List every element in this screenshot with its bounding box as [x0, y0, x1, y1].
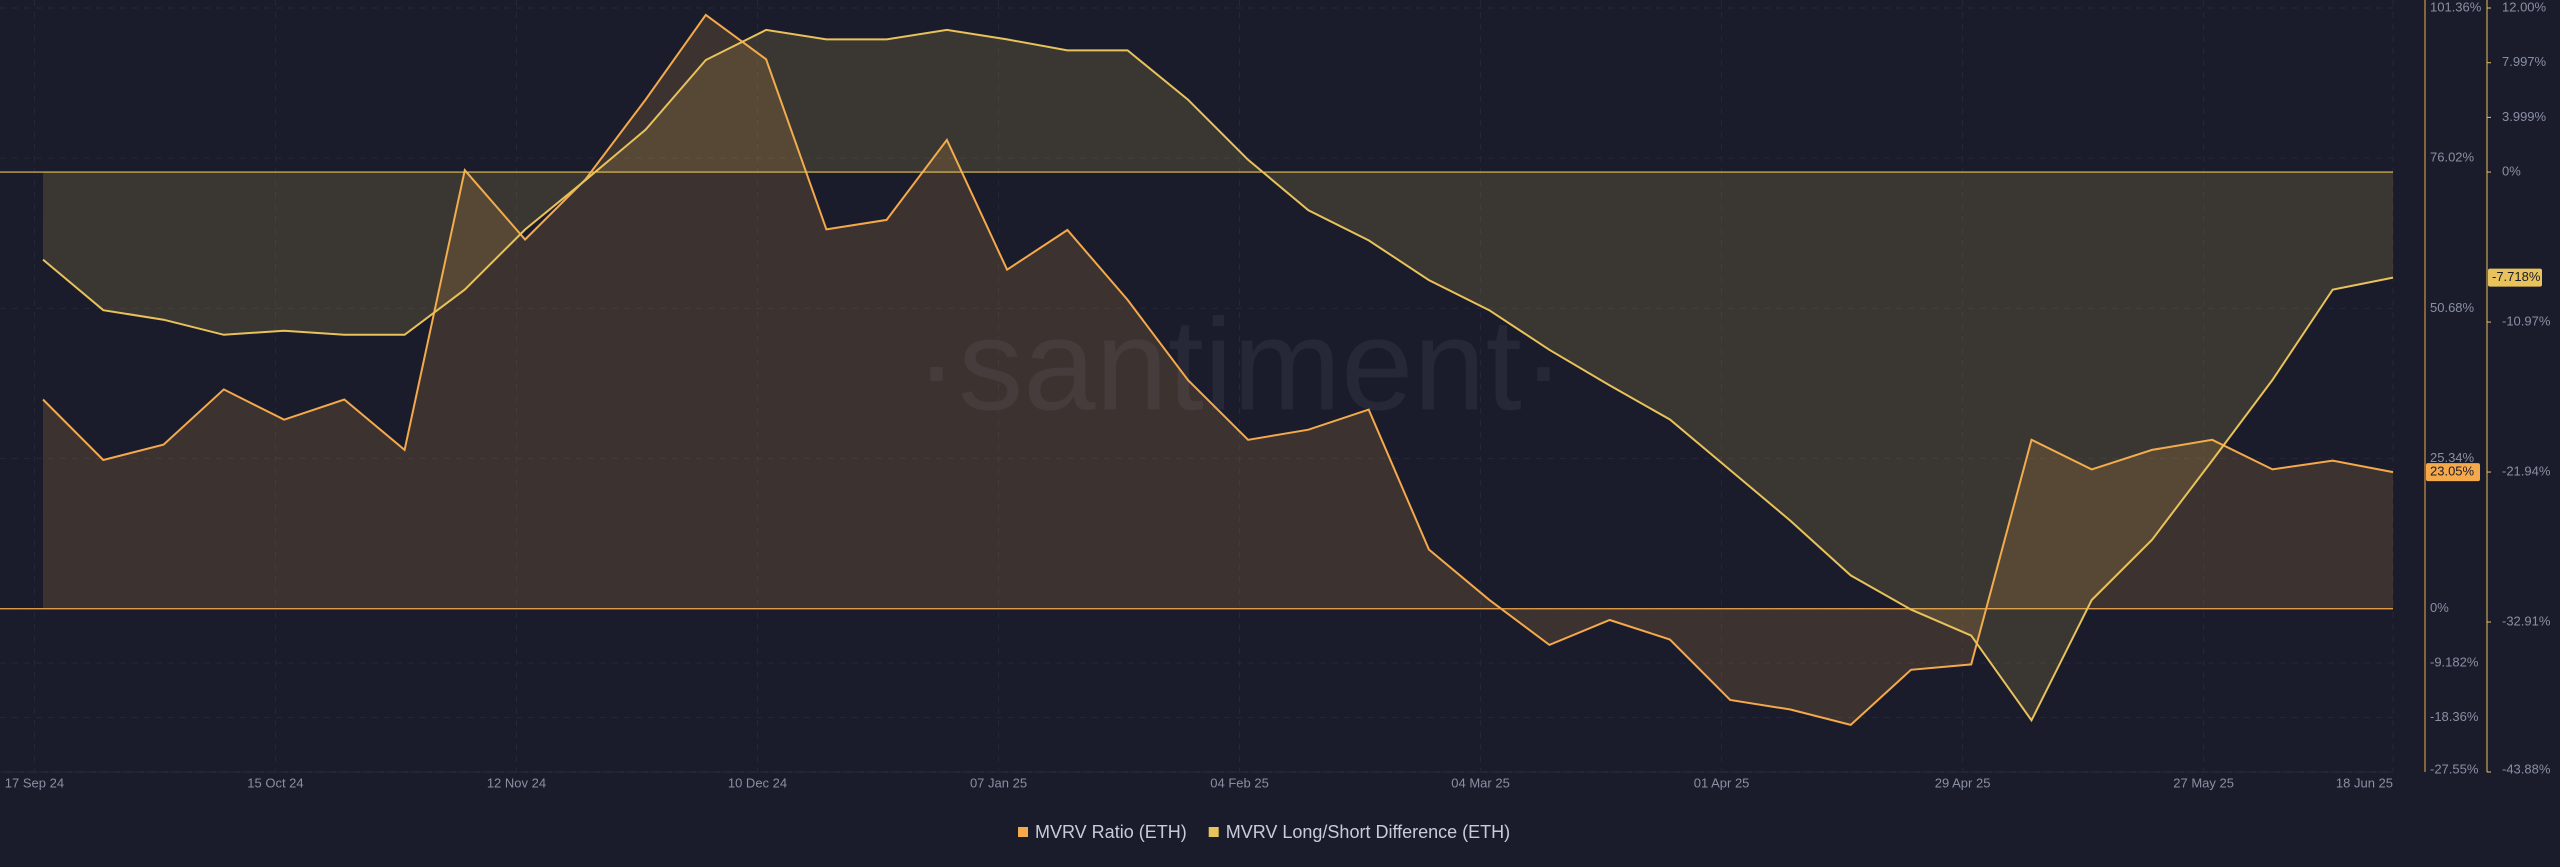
x-tick-label: 29 Apr 25: [1935, 775, 1991, 790]
series-line: [42, 28, 2394, 723]
x-tick-label: 27 May 25: [2173, 775, 2234, 790]
y-tick-label: 0%: [2430, 600, 2449, 615]
y2-tick-label: -21.94%: [2502, 463, 2551, 478]
x-tick-label: 04 Feb 25: [1210, 775, 1269, 790]
x-tick-label: 04 Mar 25: [1451, 775, 1510, 790]
y-tick-label: 50.68%: [2430, 300, 2475, 315]
y2-tick-label: 0%: [2502, 164, 2521, 179]
legend-label: MVRV Long/Short Difference (ETH): [1226, 822, 1510, 842]
y-tick-label: -18.36%: [2430, 709, 2479, 724]
y-tick-label: 101.36%: [2430, 0, 2482, 14]
series-line: [42, 13, 2394, 727]
y2-tick-label: -32.91%: [2502, 613, 2551, 628]
x-tick-label: 10 Dec 24: [728, 775, 787, 790]
value-label: -7.718%: [2492, 269, 2541, 284]
y-tick-label: 76.02%: [2430, 150, 2475, 165]
y2-tick-label: -43.88%: [2502, 761, 2551, 776]
y-tick-label: -27.55%: [2430, 761, 2479, 776]
legend-swatch: [1208, 827, 1219, 837]
value-label-box: [2426, 463, 2480, 482]
series-area: [43, 29, 2393, 721]
y-tick-label: -9.182%: [2430, 655, 2479, 670]
x-tick-label: 01 Apr 25: [1694, 775, 1750, 790]
y2-tick-label: 7.997%: [2502, 54, 2547, 69]
x-tick-label: 18 Jun 25: [2336, 775, 2393, 790]
value-label: 23.05%: [2430, 464, 2475, 479]
legend: MVRV Ratio (ETH) MVRV Long/Short Differen…: [1018, 822, 1510, 842]
y2-tick-label: 3.999%: [2502, 109, 2547, 124]
x-tick-label: 12 Nov 24: [487, 775, 546, 790]
legend-label: MVRV Ratio (ETH): [1035, 822, 1187, 842]
x-tick-label: 15 Oct 24: [247, 775, 303, 790]
value-label-box: [2488, 268, 2542, 287]
x-tick-label: 07 Jan 25: [970, 775, 1027, 790]
y-tick-label: 25.34%: [2430, 450, 2475, 465]
series-area: [43, 14, 2393, 725]
y2-tick-label: -10.97%: [2502, 313, 2551, 328]
y2-tick-label: 12.00%: [2502, 0, 2547, 14]
legend-swatch: [1018, 827, 1028, 837]
x-tick-label: 17 Sep 24: [5, 775, 64, 790]
